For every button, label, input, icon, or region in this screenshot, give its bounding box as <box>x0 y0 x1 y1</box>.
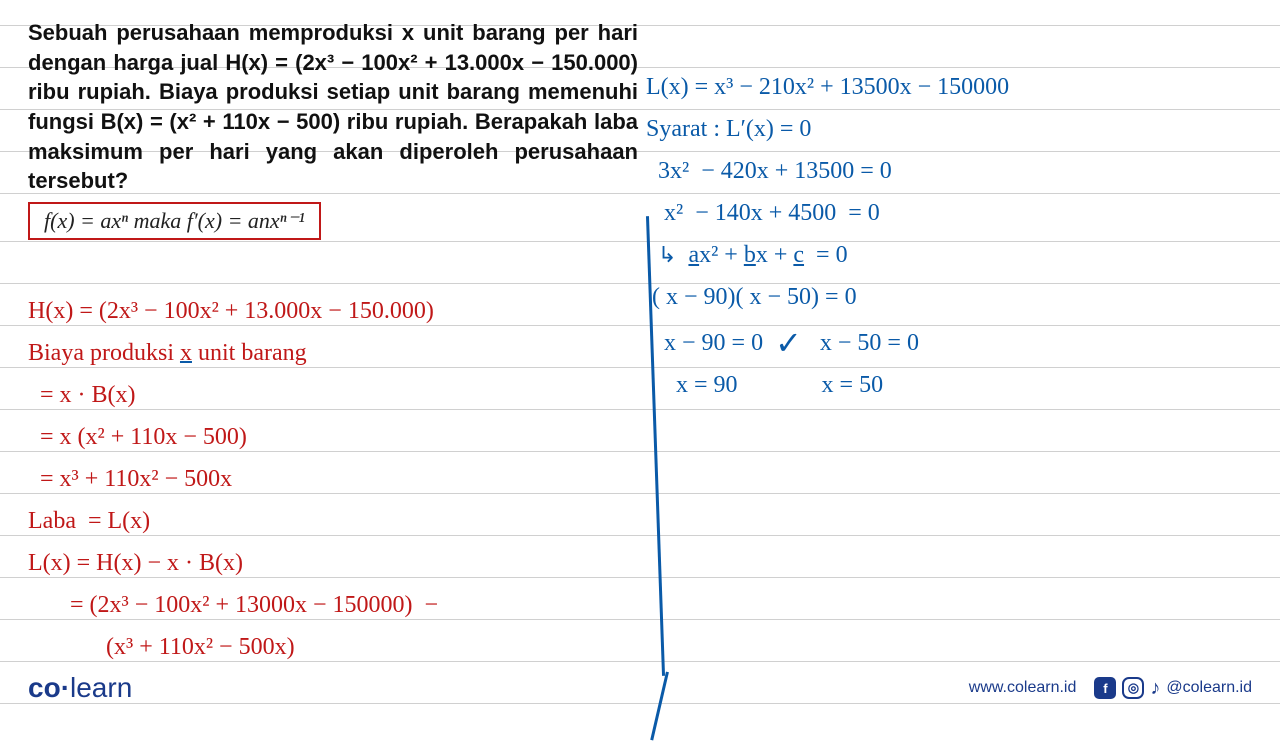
work-line: 3x² − 420x + 13500 = 0 <box>646 158 892 184</box>
footer-bar: co·learn www.colearn.id f ◎ ♪ @colearn.i… <box>0 672 1280 704</box>
instagram-icon: ◎ <box>1122 677 1144 699</box>
work-line: Syarat : L′(x) = 0 <box>646 116 811 142</box>
work-line: Biaya produksi x unit barang <box>28 340 307 366</box>
content-area: Sebuah perusahaan memproduksi x unit bar… <box>0 0 1280 710</box>
tiktok-icon: ♪ <box>1150 677 1160 700</box>
work-line: Laba = L(x) <box>28 508 150 534</box>
work-line: = (2x³ − 100x² + 13000x − 150000) − <box>28 592 438 618</box>
underlined-x: x <box>180 340 192 366</box>
work-line: ↳ ax² + bx + c = 0 <box>646 242 848 268</box>
work-line: = x · B(x) <box>28 382 136 408</box>
work-line: x² − 140x + 4500 = 0 <box>646 200 880 226</box>
brand-logo: co·learn <box>28 672 132 704</box>
logo-dot-icon: · <box>61 672 70 703</box>
work-line: ( x − 90)( x − 50) = 0 <box>646 284 857 310</box>
checkmark-icon: ✓ <box>775 322 802 364</box>
social-handle: @colearn.id <box>1166 679 1252 697</box>
social-icons: f ◎ ♪ @colearn.id <box>1094 677 1252 700</box>
work-line: = x (x² + 110x − 500) <box>28 424 247 450</box>
work-line: L(x) = H(x) − x · B(x) <box>28 550 243 576</box>
right-column: L(x) = x³ − 210x² + 13500x − 150000 Syar… <box>646 18 1252 710</box>
footer-url: www.colearn.id <box>969 679 1077 697</box>
work-line: H(x) = (2x³ − 100x² + 13.000x − 150.000) <box>28 298 434 324</box>
problem-statement: Sebuah perusahaan memproduksi x unit bar… <box>28 18 638 196</box>
handwriting-left: H(x) = (2x³ − 100x² + 13.000x − 150.000)… <box>28 248 638 710</box>
work-line: (x³ + 110x² − 500x) <box>28 634 295 660</box>
left-column: Sebuah perusahaan memproduksi x unit bar… <box>28 18 638 710</box>
work-line: L(x) = x³ − 210x² + 13500x − 150000 <box>646 74 1009 100</box>
facebook-icon: f <box>1094 677 1116 699</box>
handwriting-right: L(x) = x³ − 210x² + 13500x − 150000 Syar… <box>646 24 1252 448</box>
work-line: = x³ + 110x² − 500x <box>28 466 232 492</box>
footer-right: www.colearn.id f ◎ ♪ @colearn.id <box>969 677 1252 700</box>
work-line: x = 90 x = 50 <box>646 372 883 398</box>
work-line: x − 90 = 0 ✓ x − 50 = 0 <box>646 330 919 356</box>
arrow-icon: ↳ <box>658 242 676 267</box>
derivative-rule-box: f(x) = axⁿ maka f′(x) = anxⁿ⁻¹ <box>28 202 321 240</box>
